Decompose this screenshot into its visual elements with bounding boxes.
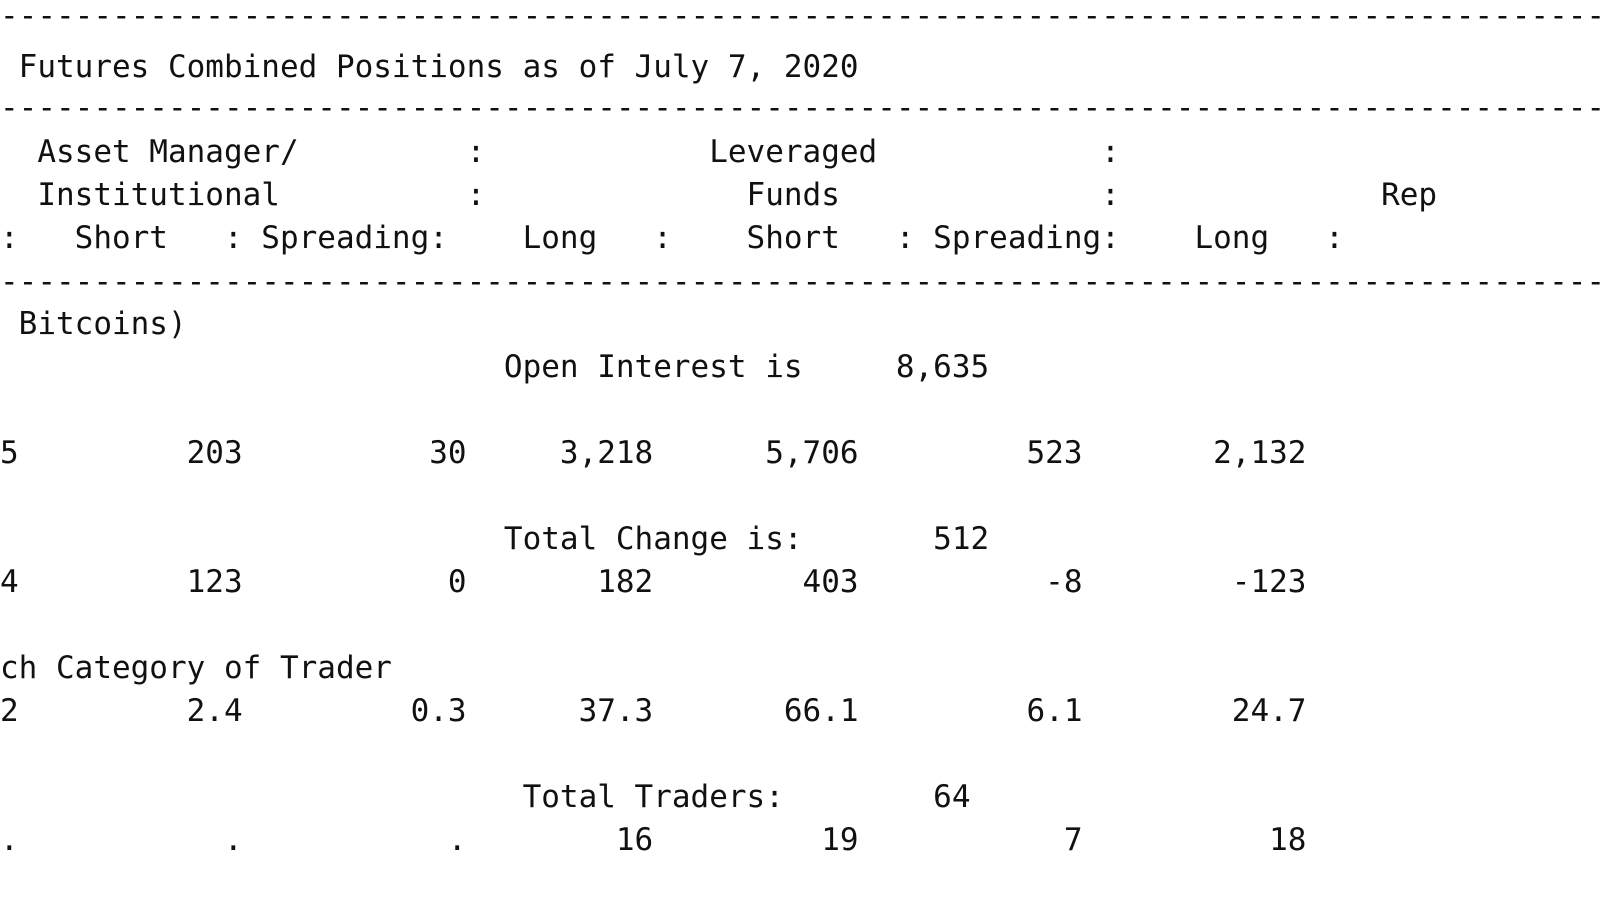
contract-unit: Bitcoins) [0,306,187,342]
total-traders-line: Total Traders: 64 [0,779,971,815]
report-title: Futures Combined Positions as of July 7,… [0,49,859,85]
header-row-categories: Asset Manager/ : Leveraged : [0,134,1419,170]
header-row-subcategories: Institutional : Funds : Rep [0,177,1438,213]
separator-line: ----------------------------------------… [0,0,1600,34]
separator-line: ----------------------------------------… [0,90,1600,126]
traders-row: . . . 16 19 7 18 [0,822,1307,858]
separator-line: ----------------------------------------… [0,264,1600,300]
header-row-columns: : Short : Spreading: Long : Short : Spre… [0,220,1344,256]
positions-row: 5 203 30 3,218 5,706 523 2,132 [0,435,1307,471]
percent-row: 2 2.4 0.3 37.3 66.1 6.1 24.7 [0,693,1307,729]
changes-row: 4 123 0 182 403 -8 -123 [0,564,1307,600]
open-interest-line: Open Interest is 8,635 [0,349,990,385]
percent-caption: ch Category of Trader [0,650,392,686]
total-change-line: Total Change is: 512 [0,521,990,557]
